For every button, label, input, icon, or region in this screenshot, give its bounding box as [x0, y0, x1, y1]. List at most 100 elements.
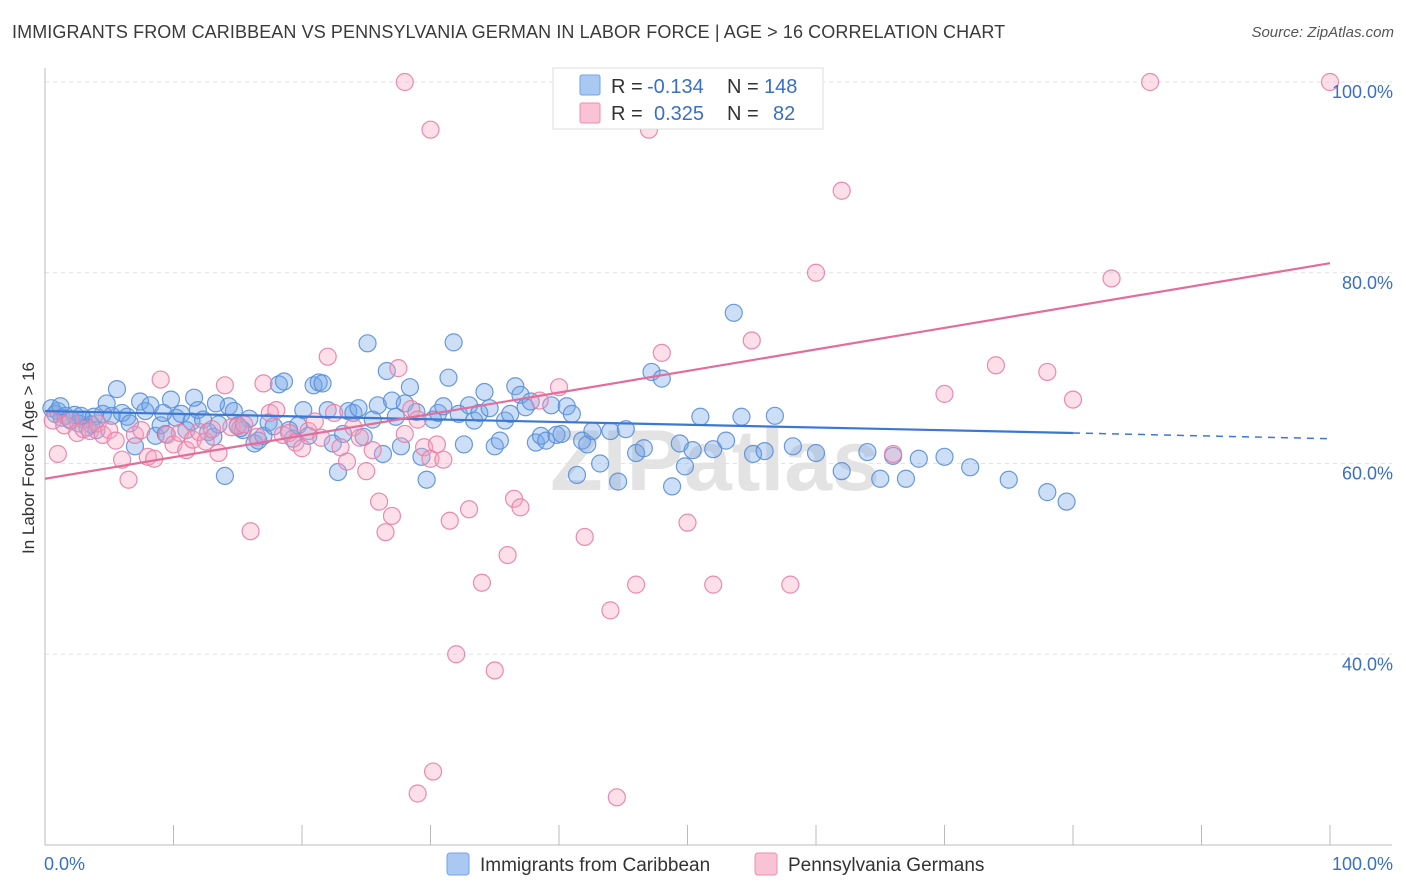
point-series1-60	[427, 435, 447, 454]
point-series1-75	[652, 343, 671, 362]
trend-lines	[44, 262, 1331, 480]
point-series0-90	[490, 431, 509, 450]
point-series1-76	[678, 513, 697, 532]
point-series0-58	[328, 462, 348, 482]
y-tick-label-1: 60.0%	[1342, 464, 1393, 484]
legend-label-pennsylvania-germans: Pennsylvania Germans	[788, 855, 984, 876]
point-series0-122	[704, 440, 723, 459]
point-series1-66	[485, 661, 504, 680]
point-series0-138	[961, 458, 980, 477]
point-series0-141	[1057, 492, 1076, 511]
point-series0-89	[485, 437, 504, 456]
point-series0-116	[652, 369, 671, 388]
legend-swatch-pa-german	[579, 102, 601, 124]
point-series1-32	[247, 427, 267, 446]
point-series0-129	[783, 437, 802, 456]
point-series0-107	[578, 435, 597, 454]
point-series1-77	[704, 575, 723, 594]
point-series1-7	[88, 414, 107, 433]
point-series0-111	[609, 472, 628, 491]
point-series0-120	[683, 441, 702, 460]
point-series1-94	[607, 788, 626, 807]
point-series0-99	[537, 431, 556, 450]
point-series0-133	[871, 469, 890, 488]
point-series1-35	[267, 400, 286, 420]
point-series0-117	[662, 477, 682, 496]
point-series1-29	[228, 417, 247, 436]
point-series0-100	[542, 396, 561, 415]
point-series0-35	[215, 466, 234, 485]
point-series1-78	[742, 331, 761, 350]
legend-swatch-immigrants-from-caribbean	[446, 852, 470, 876]
point-series1-53	[382, 506, 402, 526]
legend-r-label-1: R =	[611, 76, 643, 98]
point-series1-50	[363, 441, 382, 460]
data-points	[42, 72, 1340, 807]
watermark: ZIPatlas	[550, 413, 880, 509]
point-series0-105	[567, 465, 587, 485]
point-series1-69	[511, 498, 530, 517]
point-series1-67	[498, 545, 517, 565]
point-series1-31	[241, 522, 260, 541]
point-series0-126	[743, 444, 763, 464]
point-series0-131	[832, 462, 851, 481]
point-series1-86	[1063, 390, 1083, 409]
axes	[44, 68, 1392, 846]
point-series1-27	[215, 376, 234, 395]
point-series0-125	[732, 407, 751, 426]
point-series0-67	[373, 444, 393, 464]
legend-n-value-2: 82	[773, 103, 795, 125]
point-series0-128	[765, 406, 784, 425]
point-series0-20	[136, 401, 155, 421]
source-credit: Source: ZipAtlas.com	[1251, 24, 1394, 41]
point-series0-25	[161, 390, 181, 409]
point-series1-95	[423, 762, 443, 781]
point-series1-46	[337, 452, 357, 471]
legend-r-label-2: R =	[611, 103, 643, 125]
point-series0-136	[909, 449, 928, 468]
point-series1-82	[883, 444, 903, 464]
point-series0-46	[269, 375, 288, 394]
legend-r-value-2: 0.325	[654, 103, 704, 125]
point-series1-79	[781, 575, 800, 594]
point-series1-74	[626, 575, 646, 594]
point-series1-33	[254, 374, 273, 393]
series-legend: Immigrants from Caribbean Pennsylvania G…	[446, 852, 984, 876]
point-series1-65	[472, 573, 491, 592]
legend-r-value-1: -0.134	[647, 76, 704, 98]
point-series1-54	[389, 359, 408, 378]
point-series0-127	[755, 442, 774, 461]
point-series1-55	[395, 424, 414, 444]
point-series1-25	[202, 420, 222, 439]
point-series1-61	[434, 450, 453, 469]
x-axis-tick-labels: 0.0% 100.0%	[44, 854, 1393, 874]
point-series0-148	[206, 394, 226, 413]
y-tick-label-0: 40.0%	[1342, 654, 1393, 674]
point-series0-66	[368, 396, 387, 415]
point-series0-110	[601, 421, 620, 441]
point-series1-80	[806, 263, 826, 282]
point-series0-104	[562, 404, 581, 424]
x-tick-label-0: 0.0%	[44, 854, 85, 874]
point-series0-135	[896, 469, 916, 488]
y-axis-title: In Labor Force | Age > 16	[19, 362, 38, 554]
point-series1-63	[447, 645, 466, 664]
legend-label-immigrants-from-caribbean: Immigrants from Caribbean	[480, 855, 710, 876]
point-series0-132	[858, 442, 877, 462]
point-series1-17	[151, 370, 170, 389]
point-series1-62	[440, 511, 459, 530]
point-series0-15	[107, 380, 127, 399]
point-series1-51	[370, 492, 389, 511]
point-series0-80	[439, 368, 458, 387]
point-series1-87	[1102, 269, 1121, 288]
point-series1-49	[357, 462, 376, 481]
point-series0-112	[616, 420, 635, 439]
point-series0-102	[552, 424, 571, 444]
point-series0-76	[417, 470, 436, 489]
y-axis-tick-labels: 40.0% 60.0% 80.0% 100.0%	[1332, 82, 1393, 674]
point-series1-90	[395, 72, 414, 92]
point-series0-19	[130, 392, 150, 411]
y-tick-label-2: 80.0%	[1342, 273, 1393, 293]
point-series0-53	[304, 376, 323, 395]
point-series1-84	[986, 356, 1006, 375]
